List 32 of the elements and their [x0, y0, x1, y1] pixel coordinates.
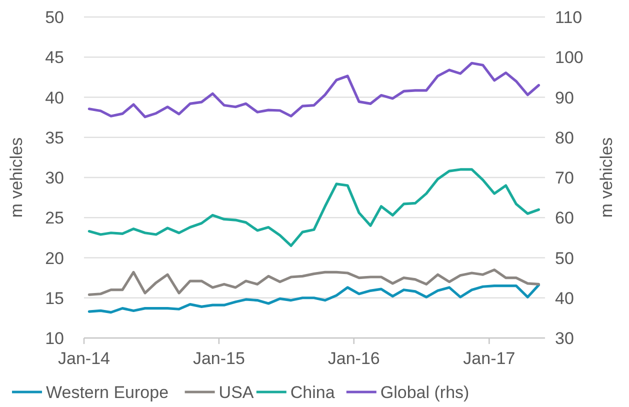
y2-tick-label: 30	[555, 329, 574, 348]
y2-tick-label: 50	[555, 248, 574, 268]
x-tick-label: Jan-17	[463, 349, 516, 368]
y2-tick-label: 110	[555, 8, 582, 27]
x-tick-label: Jan-14	[58, 349, 110, 368]
x-tick-label: Jan-16	[328, 349, 380, 368]
y2-axis-title: m vehicles	[597, 137, 616, 218]
y2-tick-label: 80	[555, 128, 574, 148]
line-series	[88, 268, 540, 296]
y-tick-label: 35	[45, 128, 64, 148]
y-tick-label: 45	[45, 48, 64, 68]
legend-label: Global (rhs)	[380, 383, 470, 402]
x-tick-label: Jan-15	[192, 349, 245, 368]
line-series	[88, 284, 540, 314]
y-tick-label: 25	[45, 208, 64, 228]
y2-tick-label: 60	[555, 208, 574, 228]
legend-label: Western Europe	[46, 383, 169, 402]
y2-tick-label: 40	[555, 288, 574, 308]
line-series	[88, 62, 540, 118]
y-tick-label: 15	[45, 288, 64, 308]
y-tick-label: 50	[45, 8, 64, 27]
y2-tick-label: 100	[555, 48, 584, 68]
line-series	[88, 168, 540, 248]
y-tick-label: 30	[45, 168, 64, 188]
legend-label: China	[290, 383, 336, 402]
legend-label: USA	[218, 383, 254, 402]
y2-tick-label: 70	[555, 168, 574, 188]
y-tick-label: 20	[45, 248, 64, 268]
y-axis-title: m vehicles	[7, 137, 26, 218]
y2-tick-label: 90	[555, 88, 574, 108]
y-tick-label: 10	[45, 329, 64, 348]
y-tick-label: 40	[45, 88, 64, 108]
